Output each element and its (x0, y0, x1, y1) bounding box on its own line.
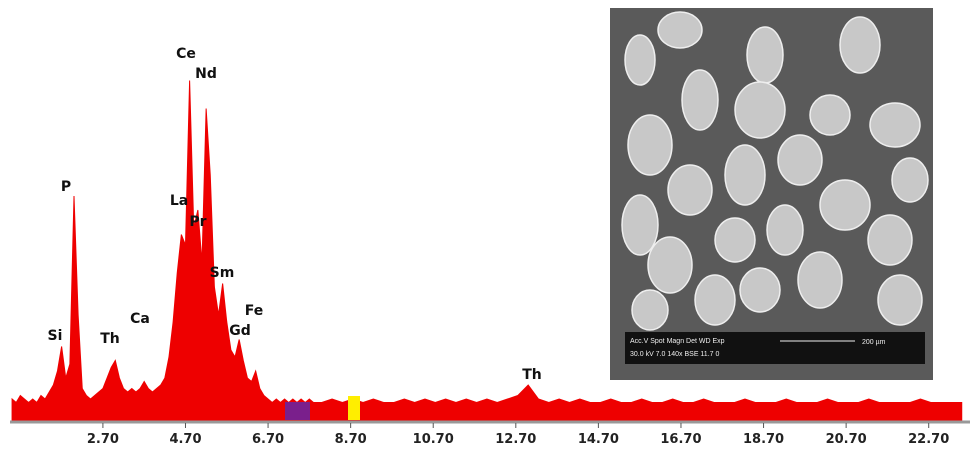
peak-label: Sm (210, 265, 235, 281)
sem-databar (625, 332, 925, 364)
sem-inset: Acc.V Spot Magn Det WD Exp 30.0 kV 7.0 1… (610, 8, 933, 380)
peak-label: Si (48, 328, 63, 344)
peak-label: P (61, 179, 71, 195)
peak-label: Pr (189, 214, 206, 230)
x-tick-label: 4.70 (169, 432, 201, 447)
x-tick-label: 16.70 (660, 432, 701, 447)
x-tick-label: 8.70 (335, 432, 367, 447)
x-tick-label: 22.70 (908, 432, 949, 447)
peak-label: Gd (229, 323, 251, 339)
scale-label: 200 µm (862, 339, 886, 346)
roi-marker (348, 396, 360, 420)
peak-label: Nd (195, 66, 217, 82)
peak-label: Th (100, 331, 120, 347)
x-tick-label: 12.70 (495, 432, 536, 447)
x-tick-label: 10.70 (413, 432, 454, 447)
x-tick-label: 6.70 (252, 432, 284, 447)
x-tick-label: 20.70 (826, 432, 867, 447)
roi-marker (285, 402, 310, 420)
peak-label: Ce (176, 46, 196, 62)
peak-label: Th (522, 367, 542, 383)
peak-label: La (170, 193, 188, 209)
sem-values: 30.0 kV 7.0 140x BSE 11.7 0 (630, 351, 719, 358)
x-tick-label: 14.70 (578, 432, 619, 447)
chart: 2.70 4.70 6.70 8.70 10.70 12.70 14.70 16.70 18.7… (0, 0, 971, 455)
peak-label: Fe (245, 303, 264, 319)
x-tick-label: 2.70 (87, 432, 119, 447)
sem-header: Acc.V Spot Magn Det WD Exp (630, 338, 725, 345)
x-tick-label: 18.70 (743, 432, 784, 447)
peak-label: Ca (130, 311, 150, 327)
